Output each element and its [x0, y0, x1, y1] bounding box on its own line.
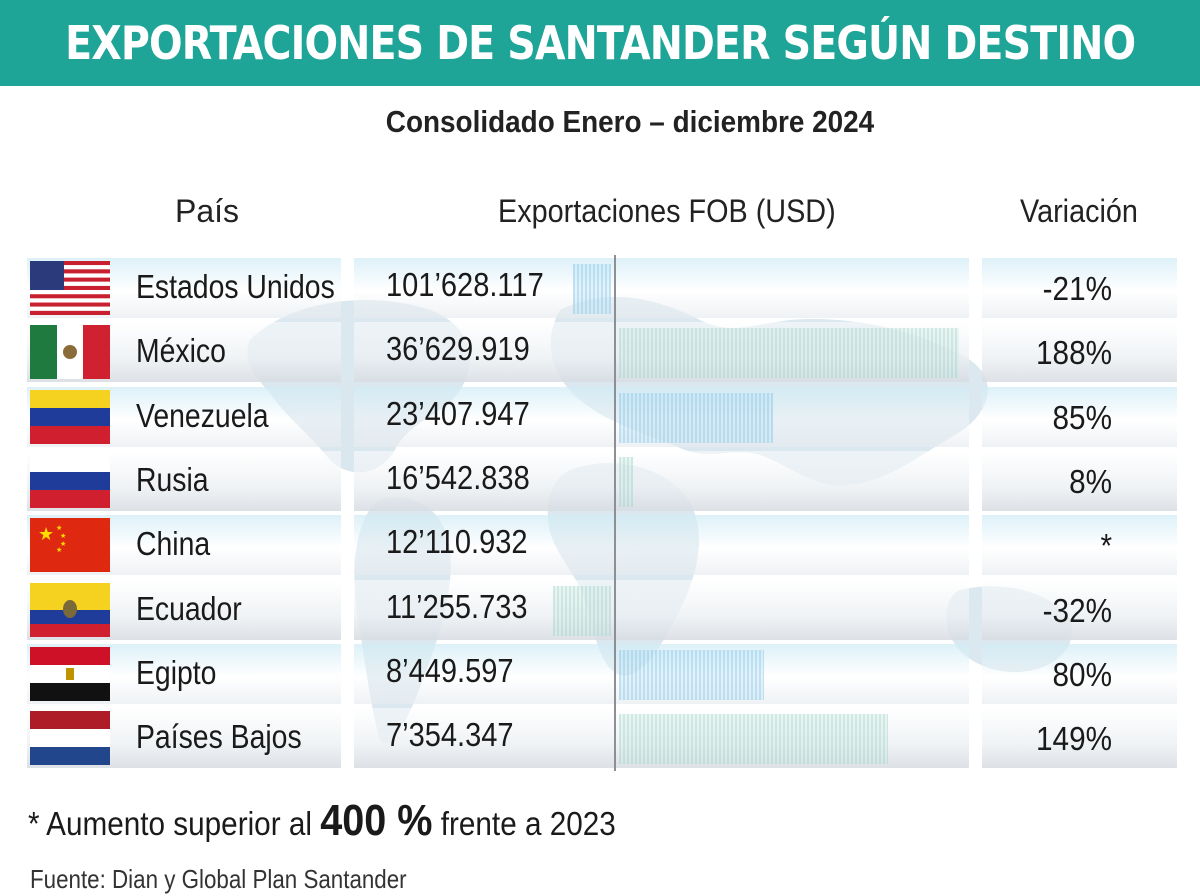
- country-name: Ecuador: [136, 590, 242, 627]
- fob-value: 16’542.838: [386, 459, 530, 496]
- row-cell-background: [982, 580, 1177, 640]
- variation-bar: [553, 586, 611, 636]
- netherlands-flag: [30, 711, 110, 765]
- title-banner: EXPORTACIONES DE SANTANDER SEGÚN DESTINO: [0, 0, 1200, 86]
- svg-text:★: ★: [60, 532, 66, 540]
- variation-value: 80%: [1052, 656, 1112, 693]
- fob-value: 7’354.347: [386, 716, 514, 753]
- country-name: Egipto: [136, 654, 217, 691]
- table-row: México 36’629.919 188%: [0, 322, 1200, 382]
- variation-value: -32%: [1042, 592, 1112, 629]
- row-cell-background: [982, 451, 1177, 511]
- russia-flag: [30, 454, 110, 508]
- table-row: Egipto 8’449.597 80%: [0, 644, 1200, 704]
- footnote-prefix: * Aumento superior al: [28, 805, 321, 842]
- subtitle: Consolidado Enero – diciembre 2024: [385, 104, 875, 139]
- variation-bar: [619, 328, 959, 378]
- variation-bar: [573, 264, 611, 314]
- fob-value: 101’628.117: [386, 266, 544, 303]
- variation-value: 85%: [1052, 399, 1112, 436]
- country-name: China: [136, 525, 211, 562]
- row-cell-background: [354, 515, 969, 575]
- table-row: ★ ★ ★ ★ ★ China 12’110.932 *: [0, 515, 1200, 575]
- svg-text:★: ★: [56, 546, 62, 554]
- variation-bar: [619, 650, 764, 700]
- mexico-flag: [30, 325, 110, 379]
- variation-value: 149%: [1036, 720, 1112, 757]
- row-cell-background: [982, 387, 1177, 447]
- row-cell-background: [982, 322, 1177, 382]
- row-cell-background: [982, 708, 1177, 768]
- row-cell-background: [982, 515, 1177, 575]
- row-cell-background: [354, 580, 969, 640]
- variation-bar: [619, 457, 634, 507]
- country-name: México: [136, 332, 226, 369]
- fob-value: 8’449.597: [386, 652, 514, 689]
- variation-bar: [619, 714, 889, 764]
- venezuela-flag: [30, 390, 110, 444]
- country-name: Estados Unidos: [136, 268, 335, 305]
- page-title: EXPORTACIONES DE SANTANDER SEGÚN DESTINO: [64, 16, 1136, 70]
- variation-value: 188%: [1036, 334, 1112, 371]
- svg-text:★: ★: [38, 524, 54, 544]
- fob-value: 23’407.947: [386, 395, 530, 432]
- variation-value: -21%: [1042, 270, 1112, 307]
- row-cell-background: [354, 451, 969, 511]
- source-credit: Fuente: Dian y Global Plan Santander: [30, 864, 407, 894]
- variation-value: *: [1100, 527, 1112, 564]
- footnote-highlight: 400 %: [320, 796, 433, 845]
- ecuador-flag: [30, 583, 110, 637]
- country-name: Países Bajos: [136, 718, 302, 755]
- footnote: * Aumento superior al 400 % frente a 202…: [28, 796, 616, 846]
- country-name: Venezuela: [136, 397, 269, 434]
- column-header-variation: Variación: [1020, 193, 1138, 229]
- country-name: Rusia: [136, 461, 209, 498]
- china-flag: ★ ★ ★ ★ ★: [30, 518, 110, 572]
- row-cell-background: [982, 258, 1177, 318]
- table-row: Ecuador 11’255.733 -32%: [0, 580, 1200, 640]
- fob-value: 36’629.919: [386, 330, 530, 367]
- table-row: Estados Unidos 101’628.117 -21%: [0, 258, 1200, 318]
- footnote-suffix: frente a 2023: [432, 805, 616, 842]
- table-row: Rusia 16’542.838 8%: [0, 451, 1200, 511]
- egypt-flag: [30, 647, 110, 701]
- svg-text:★: ★: [60, 540, 66, 548]
- variation-bar: [619, 393, 773, 443]
- row-cell-background: [982, 644, 1177, 704]
- fob-value: 12’110.932: [386, 523, 528, 560]
- row-cell-background: [354, 258, 969, 318]
- column-header-country: País: [175, 193, 240, 229]
- fob-value: 11’255.733: [386, 588, 528, 625]
- variation-value: 8%: [1069, 463, 1112, 500]
- table-row: Venezuela 23’407.947 85%: [0, 387, 1200, 447]
- bar-axis-line: [614, 255, 616, 771]
- usa-flag: [30, 261, 110, 315]
- svg-text:★: ★: [56, 524, 62, 532]
- table-row: Países Bajos 7’354.347 149%: [0, 708, 1200, 768]
- column-header-fob: Exportaciones FOB (USD): [498, 193, 836, 229]
